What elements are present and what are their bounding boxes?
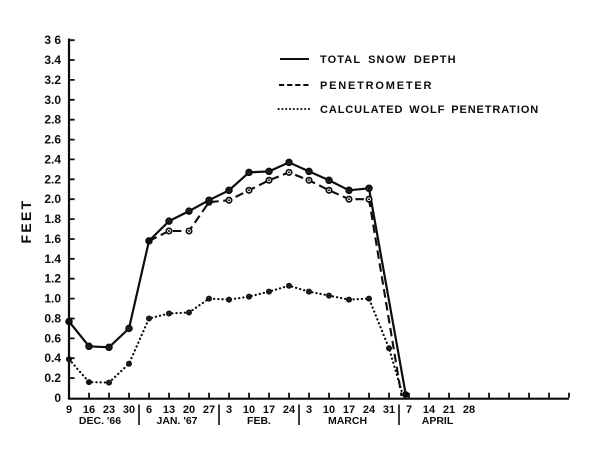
svg-text:1.2: 1.2	[44, 272, 61, 286]
svg-text:JAN. '67: JAN. '67	[156, 415, 197, 427]
svg-text:31: 31	[383, 404, 395, 416]
svg-text:FEET: FEET	[18, 199, 34, 244]
svg-text:17: 17	[263, 404, 275, 416]
svg-text:14: 14	[423, 404, 436, 416]
svg-text:6: 6	[146, 404, 152, 416]
svg-text:3: 3	[306, 404, 312, 416]
svg-text:2.6: 2.6	[44, 133, 61, 147]
svg-text:3.0: 3.0	[44, 93, 61, 107]
svg-text:7: 7	[406, 404, 412, 416]
svg-text:2.4: 2.4	[44, 152, 61, 166]
svg-text:10: 10	[243, 404, 255, 416]
svg-text:3.2: 3.2	[44, 73, 61, 87]
svg-text:3 6: 3 6	[44, 33, 61, 47]
svg-text:28: 28	[463, 404, 475, 416]
svg-text:APRIL: APRIL	[422, 415, 454, 427]
svg-text:27: 27	[203, 404, 215, 416]
svg-text:DEC. '66: DEC. '66	[79, 415, 121, 427]
svg-text:23: 23	[103, 404, 115, 416]
svg-text:2.8: 2.8	[44, 113, 61, 127]
svg-text:PENETROMETER: PENETROMETER	[320, 80, 433, 92]
svg-text:10: 10	[323, 404, 335, 416]
svg-text:0: 0	[54, 391, 61, 405]
svg-text:1.0: 1.0	[44, 292, 61, 306]
svg-text:0.6: 0.6	[44, 331, 61, 345]
svg-text:17: 17	[343, 404, 355, 416]
svg-text:1.4: 1.4	[44, 252, 61, 266]
svg-text:30: 30	[123, 404, 135, 416]
svg-text:21: 21	[443, 404, 455, 416]
svg-text:1.8: 1.8	[44, 212, 61, 226]
svg-text:1.6: 1.6	[44, 232, 61, 246]
svg-text:0.4: 0.4	[44, 351, 61, 365]
svg-text:0.2: 0.2	[44, 371, 61, 385]
svg-text:3.4: 3.4	[44, 53, 61, 67]
svg-text:2.2: 2.2	[44, 172, 61, 186]
svg-text:9: 9	[66, 404, 72, 416]
svg-text:16: 16	[83, 404, 95, 416]
svg-text:13: 13	[163, 404, 175, 416]
svg-text:20: 20	[183, 404, 195, 416]
svg-text:3: 3	[226, 404, 232, 416]
svg-text:MARCH: MARCH	[328, 415, 367, 427]
svg-text:0.8: 0.8	[44, 312, 61, 326]
svg-text:FEB.: FEB.	[247, 415, 271, 427]
svg-text:24: 24	[283, 404, 296, 416]
svg-text:24: 24	[363, 404, 376, 416]
svg-text:2.0: 2.0	[44, 192, 61, 206]
svg-text:TOTAL SNOW DEPTH: TOTAL SNOW DEPTH	[320, 54, 457, 66]
svg-text:CALCULATED WOLF PENETRATION: CALCULATED WOLF PENETRATION	[320, 104, 539, 116]
